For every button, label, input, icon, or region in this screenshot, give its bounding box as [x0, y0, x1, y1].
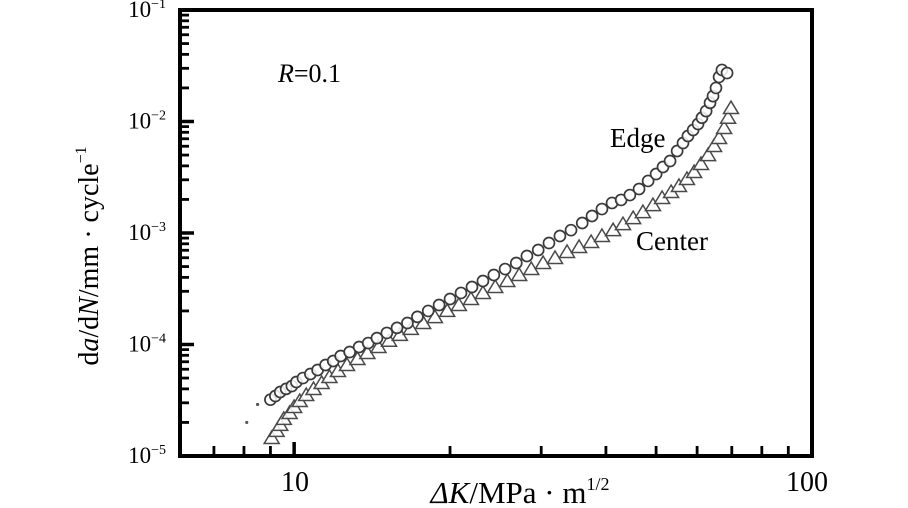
center-data-point [710, 129, 728, 145]
edge-data-point [595, 202, 609, 216]
center-data-point [510, 266, 529, 282]
data-points [245, 63, 740, 445]
y-tick-label: 10−5 [128, 443, 166, 468]
center-data-point [262, 429, 281, 445]
edge-data-point [663, 154, 677, 168]
edge-data-point [632, 182, 646, 196]
y-axis-title: da/dN/mm · cycle−1 [73, 146, 105, 365]
edge-data-point [709, 81, 723, 95]
edge-data-point [720, 66, 734, 80]
y-tick-label: 10−1 [128, 0, 166, 22]
y-tick-label: 10−2 [128, 109, 166, 134]
center-data-point [685, 163, 703, 179]
edge-data-point [509, 256, 523, 270]
series-label-edge: Edge [610, 123, 665, 153]
edge-data-point [380, 326, 394, 340]
center-data-point [534, 254, 552, 270]
edge-data-point [476, 274, 490, 288]
center-data-point [570, 238, 588, 254]
edge-data-point [623, 188, 637, 202]
center-data-point [546, 249, 564, 265]
edge-data-point [454, 286, 468, 300]
center-data-point [699, 146, 717, 162]
center-data-point [705, 137, 723, 153]
x-axis-title: ΔK/MPa · m1/2 [428, 474, 609, 508]
edge-data-point [520, 249, 534, 263]
edge-data-point [465, 280, 479, 294]
axis-ticks [180, 8, 814, 458]
center-data-point [474, 284, 492, 300]
y-tick-label: 10−3 [128, 220, 166, 245]
center-data-point [715, 119, 733, 135]
center-data-point [644, 196, 662, 212]
edge-data-point [401, 316, 414, 330]
stress-ratio-annotation: R=0.1 [277, 59, 341, 88]
edge-data-point [531, 243, 545, 257]
center-data-point [558, 243, 576, 259]
stray-speck [255, 402, 260, 407]
edge-data-point [390, 321, 404, 335]
center-data-point [722, 99, 740, 115]
edge-data-point [641, 174, 655, 188]
x-tick-label-100: 100 [786, 467, 828, 498]
edge-data-point [370, 331, 384, 345]
center-data-point [719, 109, 737, 125]
center-data-point [450, 296, 468, 312]
center-data-point [486, 278, 505, 294]
edge-data-point [564, 223, 578, 237]
edge-data-point [443, 292, 457, 306]
center-data-point [634, 203, 652, 219]
edge-data-point [498, 262, 512, 276]
edge-data-point [575, 216, 589, 230]
x-tick-label-10: 10 [281, 467, 309, 498]
stray-speck [245, 420, 249, 425]
series-label-center: Center [636, 226, 708, 256]
center-data-point [692, 155, 710, 171]
edge-data-point [542, 236, 556, 250]
y-tick-label: 10−4 [128, 332, 166, 357]
edge-data-point [411, 310, 424, 324]
edge-data-point [343, 345, 357, 359]
y-tick-labels: 10−1 10−2 10−3 10−4 10−5 [128, 0, 166, 468]
edge-data-point [585, 209, 599, 223]
edge-data-point [487, 268, 501, 282]
edge-data-point [553, 229, 567, 243]
edge-data-point [421, 304, 435, 318]
edge-data-point [432, 298, 446, 312]
